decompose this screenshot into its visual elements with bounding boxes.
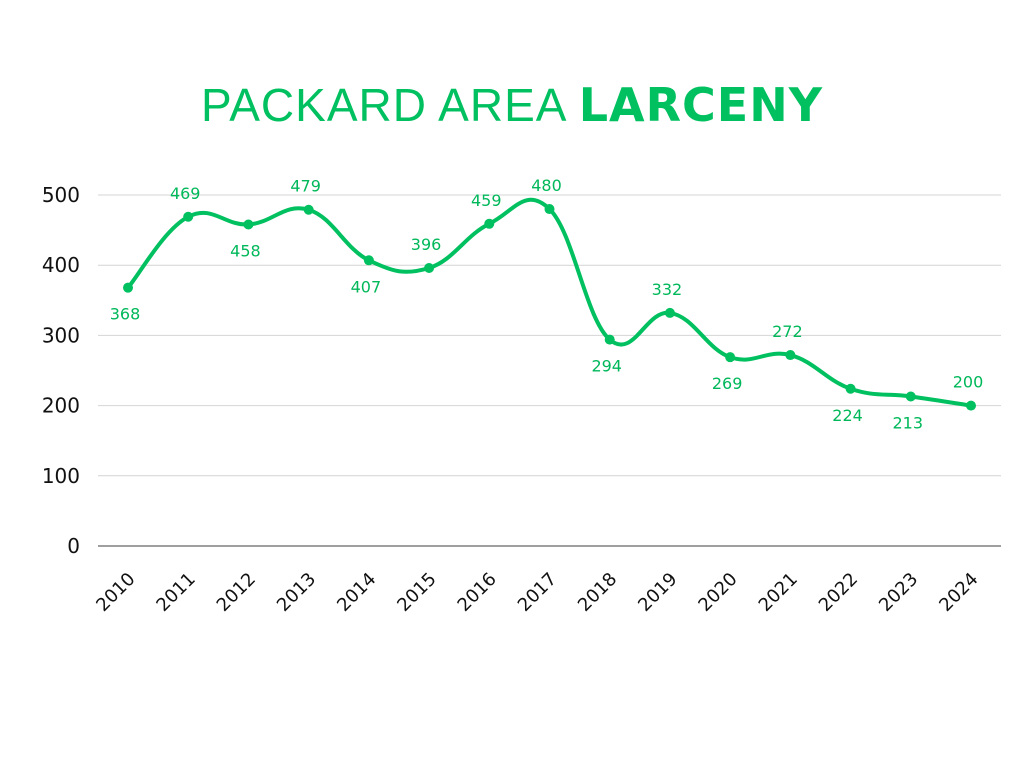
- x-tick-label: 2015: [393, 569, 440, 616]
- data-label: 458: [230, 241, 261, 260]
- x-tick-label: 2024: [935, 569, 982, 616]
- data-point: [243, 219, 254, 230]
- data-point: [966, 400, 976, 411]
- data-label: 294: [591, 357, 622, 376]
- y-tick-label: 300: [42, 323, 80, 347]
- x-tick-label: 2019: [634, 569, 681, 616]
- data-point: [905, 391, 916, 402]
- data-point: [424, 263, 435, 274]
- data-label: 480: [531, 176, 562, 195]
- data-point: [183, 211, 194, 222]
- x-tick-label: 2016: [454, 569, 501, 616]
- chart-title-part2: LARCENY: [578, 78, 824, 132]
- data-label: 396: [411, 235, 442, 254]
- y-tick-label: 400: [42, 253, 80, 277]
- data-point: [604, 334, 615, 345]
- y-tick-label: 100: [42, 464, 80, 488]
- x-tick-label: 2014: [333, 569, 380, 616]
- data-label: 368: [110, 305, 141, 324]
- x-tick-label: 2021: [755, 569, 802, 616]
- x-tick-label: 2012: [213, 569, 260, 616]
- data-label: 479: [290, 177, 321, 196]
- x-tick-label: 2022: [815, 569, 862, 616]
- data-point: [544, 204, 555, 215]
- data-label: 272: [772, 322, 803, 341]
- y-tick-label: 200: [42, 394, 80, 418]
- y-tick-label: 0: [67, 534, 80, 558]
- x-tick-label: 2018: [574, 569, 621, 616]
- data-point: [664, 307, 675, 318]
- data-label: 332: [652, 280, 683, 299]
- data-label: 213: [893, 413, 924, 432]
- x-tick-label: 2017: [514, 569, 561, 616]
- y-tick-label: 500: [42, 183, 80, 207]
- x-tick-label: 2023: [875, 569, 922, 616]
- data-point: [725, 352, 736, 363]
- x-tick-label: 2013: [273, 569, 320, 616]
- x-tick-label: 2020: [694, 569, 741, 616]
- x-tick-label: 2010: [92, 569, 139, 616]
- data-label: 459: [471, 191, 502, 210]
- data-label: 469: [170, 184, 201, 203]
- data-point: [123, 282, 133, 293]
- data-label: 200: [953, 373, 984, 392]
- data-label: 407: [351, 277, 382, 296]
- data-point: [785, 350, 796, 361]
- data-point: [845, 383, 856, 394]
- data-point: [363, 255, 374, 266]
- data-label: 224: [832, 406, 863, 425]
- series-line: [126, 197, 973, 408]
- chart-title: PACKARD AREA LARCENY: [0, 78, 1024, 132]
- data-point: [303, 204, 314, 215]
- x-tick-label: 2011: [153, 569, 200, 616]
- data-point: [484, 218, 495, 229]
- data-label: 269: [712, 374, 743, 393]
- chart-title-part1: PACKARD AREA: [200, 79, 579, 131]
